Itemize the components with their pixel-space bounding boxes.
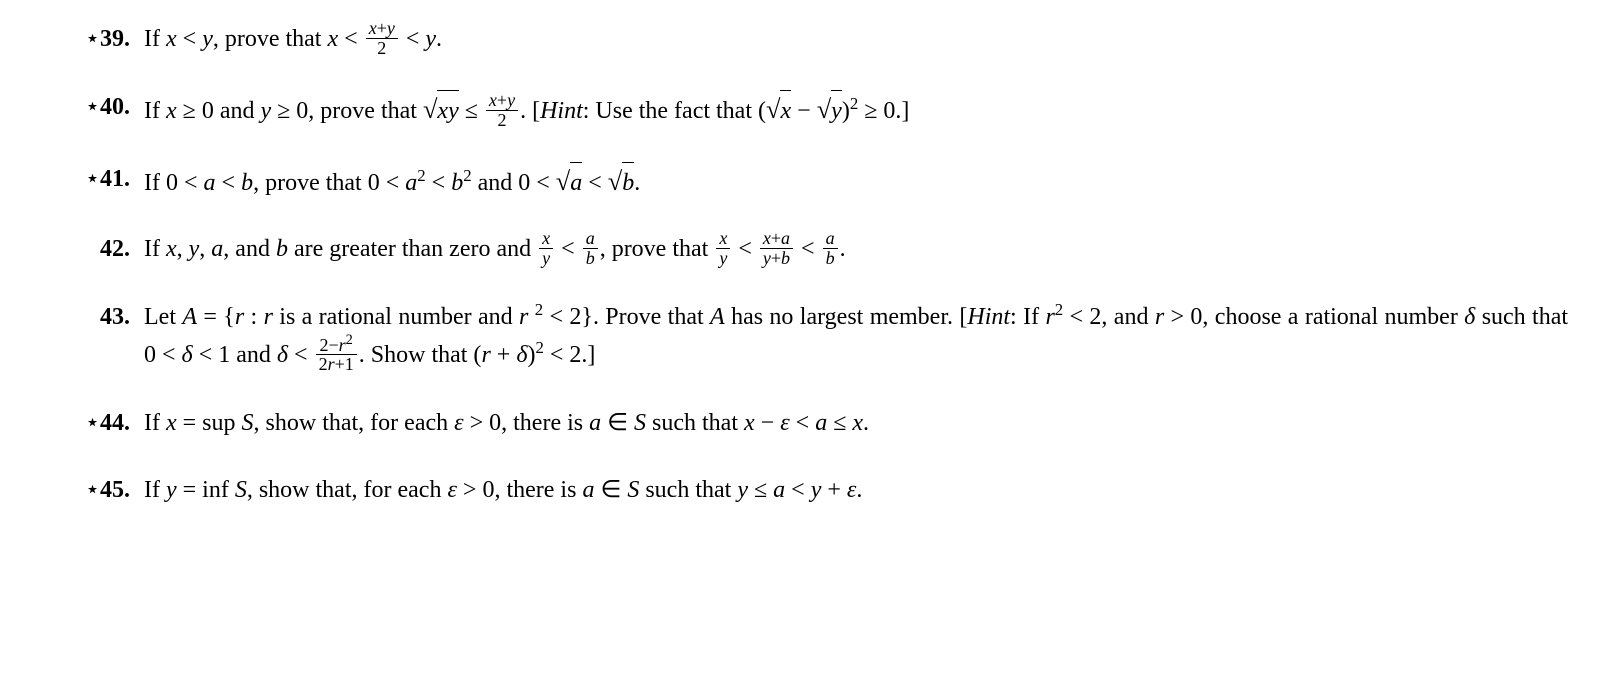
problem-text: If 0 < a < b, prove that 0 < a2 < b2 and… — [144, 160, 1568, 202]
problem-text: If x ≥ 0 and y ≥ 0, prove that √xy ≤ x+y… — [144, 88, 1568, 132]
problem-number: ⋆39. — [40, 20, 144, 58]
problem-number-label: 39. — [100, 26, 130, 52]
problem-text: If x = sup S, show that, for each ε > 0,… — [144, 404, 1568, 442]
star-icon: ⋆ — [85, 94, 100, 120]
problem-43: 43. Let A = {r : r is a rational number a… — [40, 298, 1568, 376]
problem-number: ⋆40. — [40, 88, 144, 126]
problem-text: Let A = {r : r is a rational number and … — [144, 298, 1568, 376]
problem-text: If x < y, prove that x < x+y2 < y. — [144, 20, 1568, 60]
star-icon: ⋆ — [85, 166, 100, 192]
problem-number: ⋆41. — [40, 160, 144, 198]
star-icon: ⋆ — [85, 410, 100, 436]
problem-39: ⋆39.If x < y, prove that x < x+y2 < y. — [40, 20, 1568, 60]
star-icon: ⋆ — [85, 26, 100, 52]
problem-40: ⋆40.If x ≥ 0 and y ≥ 0, prove that √xy ≤… — [40, 88, 1568, 132]
problems-list: ⋆39.If x < y, prove that x < x+y2 < y.⋆4… — [40, 20, 1568, 509]
problem-number-label: 45. — [100, 477, 130, 503]
problem-number: 43. — [40, 298, 144, 336]
problem-44: ⋆44.If x = sup S, show that, for each ε … — [40, 404, 1568, 442]
problem-number-label: 43. — [100, 304, 130, 330]
problem-text: If y = inf S, show that, for each ε > 0,… — [144, 471, 1568, 509]
problem-41: ⋆41.If 0 < a < b, prove that 0 < a2 < b2… — [40, 160, 1568, 202]
problem-text: If x, y, a, and b are greater than zero … — [144, 230, 1568, 270]
problem-45: ⋆45.If y = inf S, show that, for each ε … — [40, 471, 1568, 509]
problem-number: ⋆45. — [40, 471, 144, 509]
problem-number-label: 41. — [100, 166, 130, 192]
problem-number-label: 42. — [100, 236, 130, 262]
problem-number: ⋆44. — [40, 404, 144, 442]
problem-number: 42. — [40, 230, 144, 268]
problem-number-label: 40. — [100, 94, 130, 120]
star-icon: ⋆ — [85, 477, 100, 503]
problem-number-label: 44. — [100, 410, 130, 436]
problem-42: 42. If x, y, a, and b are greater than ze… — [40, 230, 1568, 270]
